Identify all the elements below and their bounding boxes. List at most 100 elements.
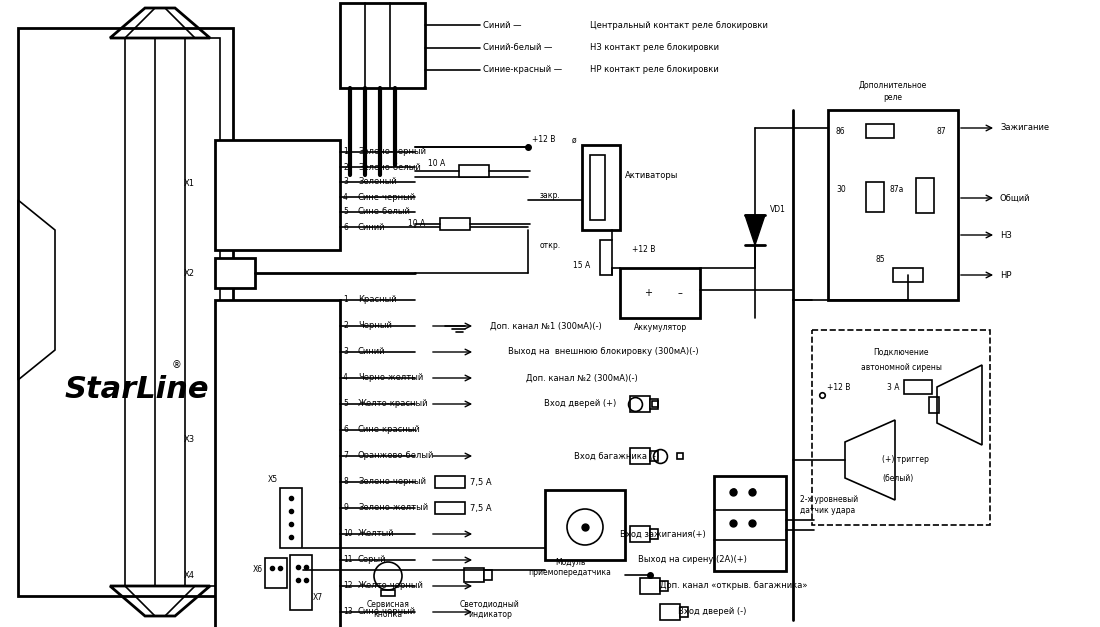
Bar	[280, 488, 302, 548]
Text: X5: X5	[268, 475, 278, 485]
Bar	[650, 399, 658, 409]
Text: 6: 6	[343, 223, 348, 231]
Bar	[630, 396, 650, 412]
Text: 3 А: 3 А	[887, 384, 900, 393]
Text: (+) триггер: (+) триггер	[882, 455, 928, 465]
Bar	[600, 240, 612, 275]
Bar	[680, 607, 688, 617]
Bar	[630, 448, 650, 464]
Text: Сервисная
кнопка: Сервисная кнопка	[366, 600, 409, 619]
Bar	[904, 380, 932, 394]
Text: Зеленый: Зеленый	[358, 177, 397, 186]
Text: Желто-черный: Желто-черный	[358, 581, 424, 591]
Text: X3: X3	[184, 436, 195, 445]
Text: Выход на сирену (2А)(+): Выход на сирену (2А)(+)	[638, 556, 747, 564]
Text: 3: 3	[343, 177, 348, 186]
Bar	[459, 165, 490, 177]
Bar	[214, 140, 340, 250]
Text: Вход дверей (+): Вход дверей (+)	[544, 399, 616, 409]
Text: 85: 85	[876, 255, 886, 265]
Text: Синий: Синий	[358, 347, 385, 357]
Text: +12 В: +12 В	[827, 384, 850, 393]
Text: Доп. канал «открыв. багажника»: Доп. канал «открыв. багажника»	[660, 581, 807, 591]
Text: НР контакт реле блокировки: НР контакт реле блокировки	[590, 65, 718, 75]
Text: 87a: 87a	[890, 186, 904, 194]
Text: Черно-желтый: Черно-желтый	[358, 374, 424, 382]
Text: Синий: Синий	[358, 223, 385, 231]
Text: VD1: VD1	[770, 206, 785, 214]
Text: закр.: закр.	[540, 191, 561, 199]
Text: 11: 11	[343, 556, 352, 564]
Bar	[930, 397, 939, 413]
Text: Сине-белый: Сине-белый	[358, 208, 411, 216]
Bar	[630, 526, 650, 542]
Text: Зелено-черный: Зелено-черный	[358, 478, 426, 487]
Bar	[214, 258, 255, 288]
Text: X7: X7	[314, 594, 323, 603]
Text: Вход дверей (-): Вход дверей (-)	[678, 608, 747, 616]
Bar	[916, 178, 934, 213]
Bar	[290, 555, 312, 610]
Text: 8: 8	[343, 478, 348, 487]
Bar	[650, 529, 658, 539]
Bar	[440, 218, 470, 230]
Bar	[660, 604, 680, 620]
Polygon shape	[745, 215, 764, 245]
Text: X1: X1	[184, 179, 195, 187]
Text: 10: 10	[343, 529, 353, 539]
Text: Зелено-желтый: Зелено-желтый	[358, 503, 428, 512]
Text: 5: 5	[343, 399, 348, 409]
Text: автономной сирены: автономной сирены	[860, 362, 942, 372]
Text: Модуль
приемопередатчика: Модуль приемопередатчика	[529, 558, 612, 577]
Text: 10 А: 10 А	[408, 218, 425, 228]
Text: Светодиодный
индикатор: Светодиодный индикатор	[460, 600, 520, 619]
Text: 87: 87	[936, 127, 946, 137]
Text: Центральный контакт реле блокировки: Центральный контакт реле блокировки	[590, 21, 768, 29]
Bar	[18, 28, 233, 596]
Bar	[590, 155, 605, 220]
Text: ⊕: ⊕	[729, 487, 737, 497]
Text: НР: НР	[1000, 270, 1012, 280]
Bar	[434, 476, 465, 488]
Bar	[434, 502, 465, 514]
Text: 1: 1	[343, 295, 348, 305]
Text: 1: 1	[343, 147, 348, 157]
Text: (белый): (белый)	[882, 473, 913, 483]
Text: X2: X2	[184, 268, 195, 278]
Text: Активаторы: Активаторы	[625, 171, 679, 179]
Text: 12: 12	[343, 581, 352, 591]
Text: Выход на  внешнюю блокировку (300мА)(-): Выход на внешнюю блокировку (300мА)(-)	[508, 347, 698, 357]
Bar	[620, 268, 700, 318]
Text: +12 В: +12 В	[532, 135, 556, 144]
Text: 30: 30	[836, 186, 846, 194]
Text: Синие-красный —: Синие-красный —	[483, 65, 562, 75]
Text: 2-х уровневый
датчик удара: 2-х уровневый датчик удара	[800, 495, 858, 515]
Text: –: –	[678, 288, 682, 298]
Text: ø: ø	[572, 135, 576, 144]
Text: 7,5 А: 7,5 А	[470, 503, 492, 512]
Bar	[660, 581, 668, 591]
Text: StarLine: StarLine	[65, 376, 209, 404]
Text: Доп. канал №1 (300мА)(-): Доп. канал №1 (300мА)(-)	[490, 322, 602, 330]
Bar	[464, 568, 484, 582]
Text: НЗ контакт реле блокировки: НЗ контакт реле блокировки	[590, 43, 719, 53]
Text: Черный: Черный	[358, 322, 392, 330]
Bar	[484, 570, 492, 580]
Text: +12 В: +12 В	[632, 246, 656, 255]
Text: Аккумулятор: Аккумулятор	[634, 324, 686, 332]
Text: Вход багажника (-): Вход багажника (-)	[574, 451, 659, 460]
Text: X4: X4	[184, 571, 195, 579]
Text: 4: 4	[343, 374, 348, 382]
Bar	[650, 451, 658, 461]
Text: НЗ: НЗ	[1000, 231, 1012, 240]
Text: Красный: Красный	[358, 295, 397, 305]
Text: Зелено-черный: Зелено-черный	[358, 147, 426, 157]
Text: Дополнительное: Дополнительное	[859, 80, 927, 90]
Text: Общий: Общий	[1000, 194, 1031, 203]
Text: 2: 2	[343, 322, 348, 330]
Text: Желто-красный: Желто-красный	[358, 399, 429, 409]
Text: Зелено-белый: Зелено-белый	[358, 162, 420, 172]
Bar	[582, 145, 620, 230]
Bar	[381, 590, 395, 596]
Text: Оранжево-белый: Оранжево-белый	[358, 451, 434, 460]
